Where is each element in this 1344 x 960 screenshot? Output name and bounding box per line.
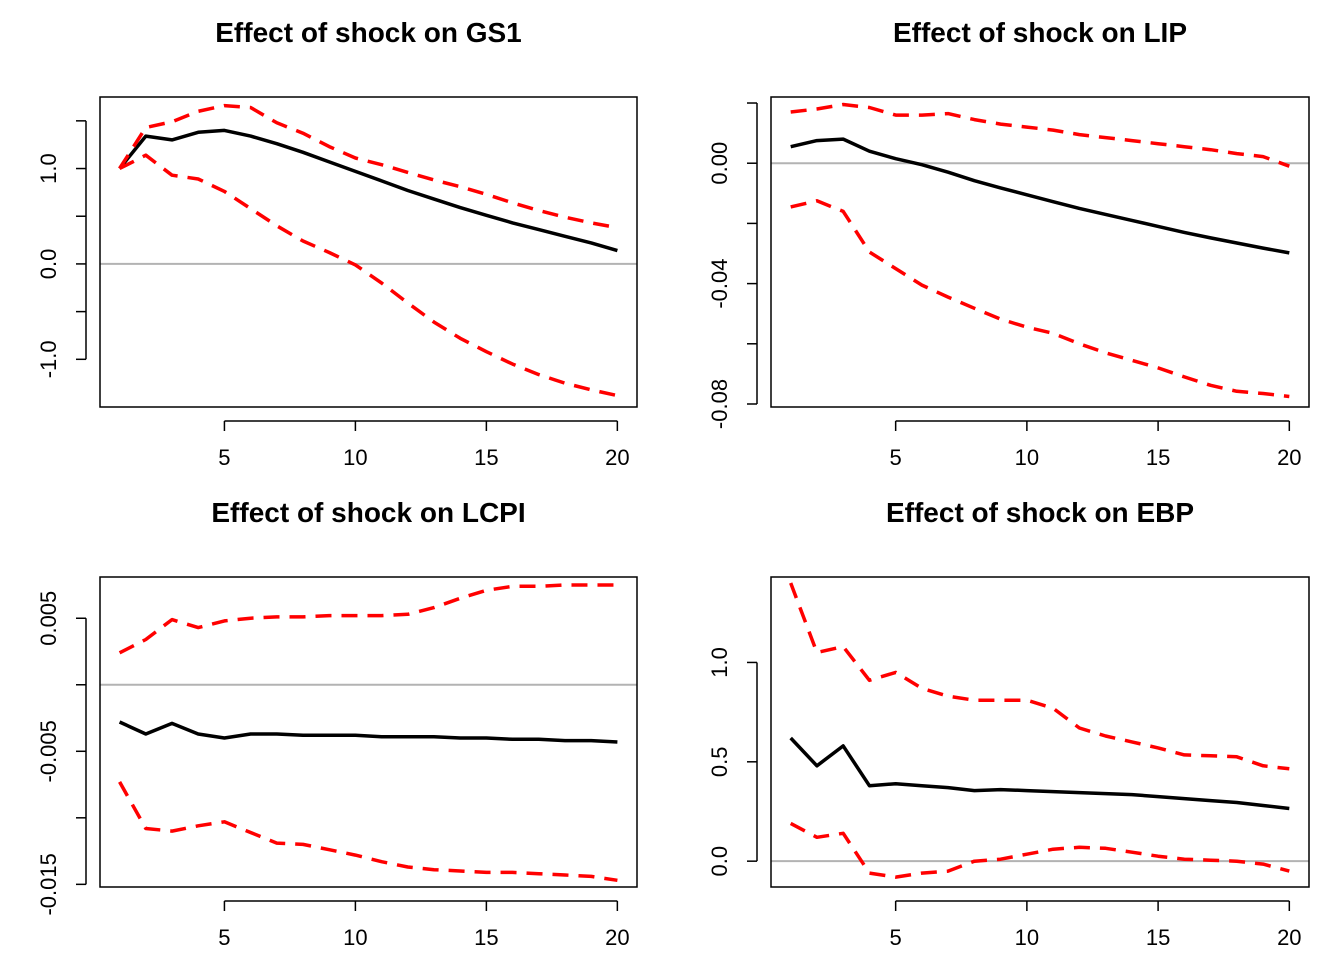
x-tick-label: 10 [1015, 445, 1039, 470]
y-tick-label: 0.0 [707, 846, 732, 877]
x-tick-label: 10 [343, 925, 367, 950]
y-tick-label: -0.015 [36, 853, 61, 915]
x-tick-label: 20 [605, 925, 629, 950]
plot-frame [770, 96, 1310, 408]
series-line-lower [790, 199, 1290, 399]
y-tick-label: 0.00 [707, 142, 732, 185]
panel-2: Effect of shock on LIP 5 10 15 20 -0.08 -0.04 0… [707, 17, 1310, 470]
y-tick-label: -0.005 [36, 720, 61, 782]
plot-frame [770, 576, 1310, 888]
panel-title: Effect of shock on LCPI [211, 497, 525, 528]
panel-4: Effect of shock on EBP 5 10 15 20 0.0 0.5 1.0 [707, 497, 1310, 950]
y-tick-label: 0.5 [707, 747, 732, 778]
series-line-upper [789, 582, 1290, 771]
panel-1: Effect of shock on GS1 5 10 15 20 -1.0 0.0 1.0 [36, 17, 638, 470]
x-tick-label: 5 [218, 445, 230, 470]
series-line-upper [790, 102, 1290, 168]
series-line-estimate [118, 720, 618, 744]
y-tick-label: 1.0 [707, 647, 732, 678]
y-tick-label: -0.04 [707, 259, 732, 309]
y-tick-label: -0.08 [707, 379, 732, 429]
x-tick-label: 20 [1277, 445, 1301, 470]
series-line-upper [118, 103, 618, 230]
series-line-estimate [789, 736, 1290, 811]
x-tick-label: 20 [605, 445, 629, 470]
series-line-upper [118, 583, 618, 655]
panel-title: Effect of shock on LIP [893, 17, 1187, 48]
x-tick-label: 5 [218, 925, 230, 950]
x-tick-label: 5 [890, 445, 902, 470]
panel-3: Effect of shock on LCPI 5 10 15 20 -0.015 -0.0… [36, 497, 638, 950]
x-tick-label: 5 [890, 925, 902, 950]
series-line-estimate [790, 137, 1290, 255]
series-line-lower [118, 153, 618, 398]
panel-title: Effect of shock on GS1 [215, 17, 522, 48]
series-line-estimate [118, 128, 618, 253]
x-tick-label: 15 [1146, 445, 1170, 470]
y-tick-label: 0.0 [36, 249, 61, 280]
x-tick-label: 10 [343, 445, 367, 470]
x-tick-label: 15 [474, 445, 498, 470]
plot-frame [99, 576, 638, 888]
y-tick-label: 1.0 [36, 153, 61, 184]
series-line-lower [789, 821, 1290, 879]
x-tick-label: 20 [1277, 925, 1301, 950]
y-tick-label: 0.005 [36, 591, 61, 646]
y-tick-label: -1.0 [36, 340, 61, 378]
panel-title: Effect of shock on EBP [886, 497, 1194, 528]
series-line-lower [118, 781, 618, 883]
x-tick-label: 10 [1015, 925, 1039, 950]
x-tick-label: 15 [1146, 925, 1170, 950]
plot-frame [99, 96, 638, 408]
x-tick-label: 15 [474, 925, 498, 950]
